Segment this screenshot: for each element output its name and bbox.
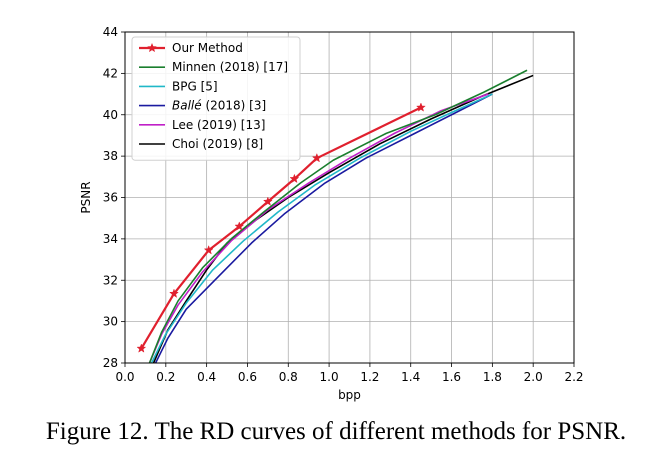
legend-entry-label: Lee (2019) [13] [172, 118, 265, 132]
data-point-our-method [203, 245, 214, 255]
x-tick-label: 1.0 [320, 370, 339, 384]
x-tick-label: 2.2 [564, 370, 583, 384]
series-lines [140, 69, 534, 363]
data-point-our-method [415, 102, 426, 112]
y-axis-ticks: 28 30 32 34 36 38 40 42 44 [103, 25, 125, 370]
legend-entry-label: Choi (2019) [8] [172, 137, 263, 151]
series-line-our-method [140, 106, 422, 350]
x-tick-label: 1.6 [442, 370, 461, 384]
rd-curve-chart: 0.0 0.2 0.4 0.6 0.8 1.0 1.2 1.4 1.6 1.8 2.0 2.2 28 3… [79, 25, 584, 402]
data-point-our-method [234, 221, 245, 231]
legend-box [131, 36, 301, 161]
x-tick-label: 0.8 [279, 370, 298, 384]
figure-caption: Figure 12. The RD curves of different me… [45, 418, 627, 445]
y-tick-label: 44 [103, 25, 118, 39]
x-axis-title: bpp [338, 388, 361, 402]
y-tick-label: 40 [103, 108, 118, 122]
series-line-choi-2019-8 [152, 74, 534, 363]
x-tick-label: 1.2 [360, 370, 379, 384]
data-point-our-method [169, 288, 179, 298]
y-tick-label: 32 [103, 273, 118, 287]
data-point-our-method [136, 343, 147, 353]
series-line-ball-2018-3 [154, 93, 493, 363]
y-axis-title: PSNR [79, 181, 93, 213]
series-line-lee-2019-13 [148, 93, 489, 363]
series-line-bpg-5 [150, 93, 493, 363]
series-markers [136, 102, 426, 353]
data-point-our-method [311, 152, 322, 163]
legend: Our Method Minnen (2018) [17] BPG [5] Ballé… [131, 36, 301, 161]
legend-entry-label: Our Method [172, 41, 243, 55]
y-tick-label: 30 [103, 315, 118, 329]
data-point-our-method [262, 196, 273, 206]
x-tick-label: 0.2 [156, 370, 175, 384]
legend-swatch-marker [147, 42, 157, 53]
legend-entry-label: Ballé (2018) [3] [172, 99, 266, 113]
x-tick-label: 0.4 [197, 370, 216, 384]
x-axis-ticks: 0.0 0.2 0.4 0.6 0.8 1.0 1.2 1.4 1.6 1.8 2.0 2.2 [115, 363, 584, 384]
x-tick-label: 1.4 [401, 370, 420, 384]
x-tick-label: 0.6 [238, 370, 257, 384]
y-tick-label: 34 [103, 232, 118, 246]
y-tick-label: 38 [103, 149, 118, 163]
y-tick-label: 36 [103, 191, 118, 205]
series-line-minnen-2018-17 [148, 69, 528, 363]
legend-entry-label: BPG [5] [172, 79, 218, 93]
y-tick-label: 28 [103, 356, 118, 370]
data-point-our-method [289, 173, 300, 184]
y-tick-label: 42 [103, 66, 118, 80]
x-tick-label: 2.0 [524, 370, 543, 384]
x-tick-label: 1.8 [483, 370, 502, 384]
legend-entry-label: Minnen (2018) [17] [172, 60, 288, 74]
x-tick-label: 0.0 [115, 370, 134, 384]
